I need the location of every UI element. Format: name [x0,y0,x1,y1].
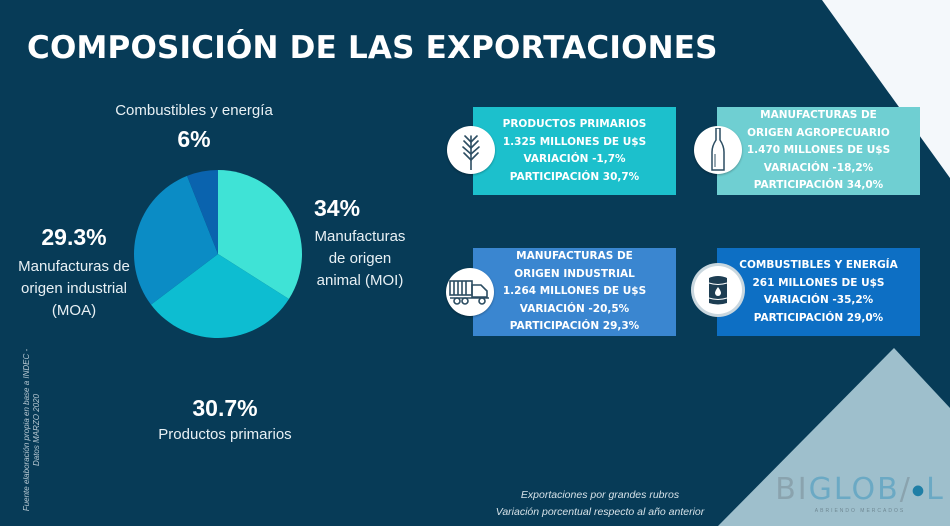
source-note-line: Fuente elaboración propia en base a INDE… [22,348,31,512]
biglobal-logo: BIGLOB/●L ABRIENDO MERCADOS [775,474,945,515]
slice-label-name: Productos primarios [158,426,292,443]
slice-label-name: (MOA) [51,302,97,319]
logo-wordmark: BIGLOB/●L [775,474,945,507]
card-line: VARIACIÓN -20,5% [519,302,630,315]
logo-part: BI [775,472,809,507]
label-primarios: 30.7% Productos primarios [140,395,310,446]
bottom-right-triangle [718,348,950,526]
label-combustibles: Combustibles y energía 6% [114,100,274,153]
caption-line: Exportaciones por grandes rubros [520,489,680,501]
logo-tagline: ABRIENDO MERCADOS [814,507,906,514]
source-note: Fuente elaboración propia en base a INDE… [22,340,42,520]
card-line: 261 MILLONES DE U$S [752,276,885,289]
truck-icon [446,268,494,316]
card-line: 1.264 MILLONES DE U$S [502,285,647,298]
source-note-line: Datos MARZO 2020 [32,393,41,467]
oil-barrel-icon [694,266,742,314]
wheat-icon [447,126,495,174]
card-line: MANUFACTURAS DE [516,250,633,263]
bottle-icon [694,126,742,174]
card-line: MANUFACTURAS DE [760,109,877,122]
slice-label-pct: 30.7% [192,395,258,421]
card-line: VARIACIÓN -1,7% [523,153,626,165]
slice-label-name: de origen [328,250,392,267]
card-line: PARTICIPACIÓN 29,3% [509,320,640,333]
caption-line: Variación porcentual respecto al año ant… [495,506,705,518]
card-line: 1.325 MILLONES DE U$S [502,135,647,148]
card-moi: MANUFACTURAS DE ORIGEN INDUSTRIAL 1.264 … [473,248,676,336]
card-line: PARTICIPACIÓN 29,0% [753,311,884,324]
card-line: PARTICIPACIÓN 34,0% [753,179,884,192]
slice-label-name: Combustibles y energía [115,102,273,119]
slice-label-pct: 34% [314,195,361,221]
slice-label-name: Manufacturas de [18,258,130,275]
pie-slice-1 [150,254,289,339]
slice-label-pct: 6% [177,126,211,152]
logo-part: / [899,472,912,507]
card-line: PARTICIPACIÓN 30,7% [509,170,640,183]
pie-slice-2 [133,175,218,305]
card-line: ORIGEN AGROPECUARIO [747,126,890,139]
label-moa: 29.3% Manufacturas de origen industrial … [8,224,140,322]
logo-part: L [926,472,945,507]
slice-label-name: animal (MOI) [316,272,404,289]
logo-part: GLOB [808,472,900,507]
label-moi: 34% Manufacturas de origen animal (MOI) [300,195,420,292]
card-moa: MANUFACTURAS DE ORIGEN AGROPECUARIO 1.47… [717,107,920,195]
pie-slice-0 [218,170,302,300]
caption: Exportaciones por grandes rubros Variaci… [470,487,730,521]
slice-label-name: Manufacturas [314,228,406,245]
slice-label-name: origen industrial [21,280,127,297]
card-line: VARIACIÓN -35,2% [763,294,874,306]
page-title: COMPOSICIÓN DE LAS EXPORTACIONES [27,30,718,66]
card-line: PRODUCTOS PRIMARIOS [502,118,647,130]
card-line: COMBUSTIBLES Y ENERGÍA [739,259,898,271]
pie-slice-3 [187,170,218,254]
card-productos-primarios: PRODUCTOS PRIMARIOS 1.325 MILLONES DE U$… [473,107,676,195]
card-combustibles: COMBUSTIBLES Y ENERGÍA 261 MILLONES DE U… [717,248,920,336]
slice-label-pct: 29.3% [41,224,107,250]
logo-dots-icon: ● [911,482,927,499]
card-line: 1.470 MILLONES DE U$S [746,144,891,157]
card-line: VARIACIÓN -18,2% [763,161,874,174]
card-line: ORIGEN INDUSTRIAL [514,267,635,280]
